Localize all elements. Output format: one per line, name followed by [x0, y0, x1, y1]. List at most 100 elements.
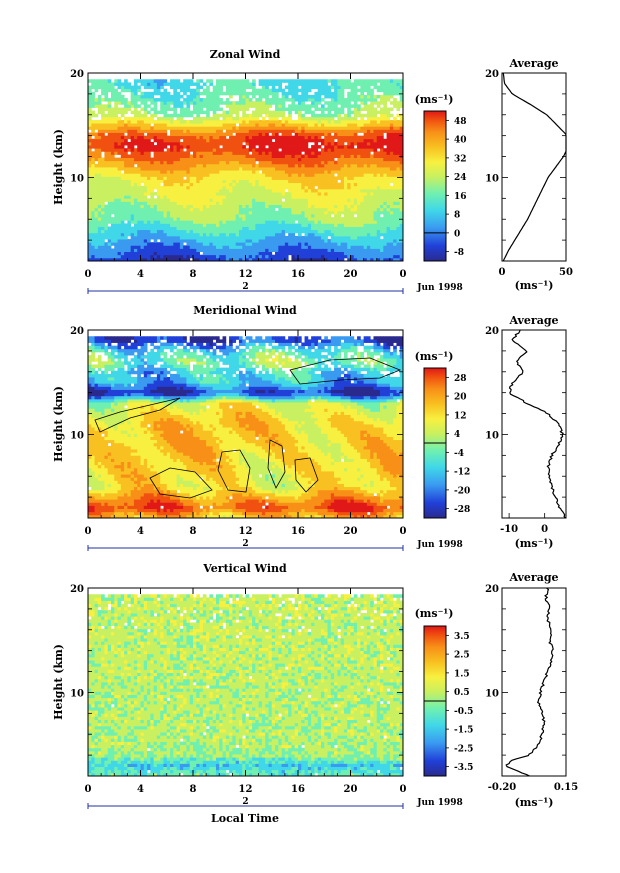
heatmap-cell	[284, 226, 289, 231]
heatmap-cell	[248, 173, 253, 177]
heatmap-cell	[206, 148, 210, 152]
heatmap-cell	[255, 217, 260, 221]
heatmap-cell	[153, 235, 158, 240]
heatmap-cell	[140, 220, 145, 224]
heatmap-cell	[163, 113, 168, 118]
heatmap-cell	[170, 135, 174, 140]
heatmap-cell	[301, 126, 305, 130]
heatmap-cell	[143, 123, 148, 127]
heatmap-cell	[202, 151, 207, 155]
heatmap-cell	[304, 104, 309, 108]
heatmap-cell	[265, 101, 269, 105]
heatmap-cell	[383, 235, 387, 240]
heatmap-cell	[314, 116, 319, 121]
heatmap-cell	[334, 226, 338, 231]
heatmap-cell	[238, 141, 243, 146]
heatmap-cell	[137, 201, 141, 205]
heatmap-cell	[330, 107, 335, 111]
heatmap-cell	[107, 167, 112, 171]
heatmap-cell	[229, 179, 233, 184]
heatmap-cell	[281, 88, 286, 93]
heatmap-cell	[215, 201, 220, 205]
heatmap-cell	[271, 201, 276, 205]
heatmap-cell	[304, 226, 309, 231]
heatmap-cell	[133, 151, 138, 155]
heatmap-cell	[166, 176, 171, 180]
heatmap-cell	[189, 132, 194, 137]
heatmap-cell	[291, 185, 296, 190]
heatmap-cell	[304, 160, 309, 165]
heatmap-cell	[370, 135, 374, 140]
heatmap-cell	[258, 107, 263, 111]
heatmap-cell	[291, 176, 296, 180]
heatmap-cell	[252, 229, 256, 234]
heatmap-cell	[291, 198, 296, 202]
heatmap-cell	[160, 138, 164, 143]
heatmap-cell	[91, 220, 95, 224]
heatmap-cell	[242, 242, 246, 246]
heatmap-cell	[124, 207, 128, 212]
heatmap-cell	[294, 201, 299, 205]
heatmap-cell	[147, 185, 151, 190]
heatmap-cell	[232, 160, 237, 165]
heatmap-cell	[317, 188, 322, 193]
heatmap-cell	[117, 94, 122, 99]
heatmap-cell	[347, 98, 351, 102]
heatmap-cell	[176, 220, 181, 224]
heatmap-cell	[281, 182, 286, 187]
heatmap-cell	[88, 223, 92, 227]
heatmap-cell	[311, 210, 315, 215]
heatmap-cell	[396, 154, 401, 158]
heatmap-cell	[261, 141, 266, 146]
heatmap-cell	[252, 204, 256, 209]
heatmap-cell	[140, 185, 145, 190]
heatmap-cell	[163, 94, 168, 99]
heatmap-cell	[196, 207, 200, 212]
heatmap-cell	[330, 123, 335, 127]
heatmap-cell	[350, 176, 355, 180]
heatmap-cell	[294, 254, 299, 259]
heatmap-cell	[271, 98, 276, 102]
heatmap-cell	[147, 226, 151, 231]
heatmap-cell	[271, 223, 276, 227]
heatmap-cell	[143, 107, 148, 111]
heatmap-cell	[91, 176, 95, 180]
heatmap-cell	[147, 173, 151, 177]
heatmap-cell	[183, 113, 187, 118]
heatmap-cell	[268, 110, 273, 115]
heatmap-cell	[389, 135, 394, 140]
heatmap-cell	[307, 123, 312, 127]
heatmap-cell	[389, 229, 394, 234]
heatmap-cell	[363, 129, 368, 133]
heatmap-cell	[101, 163, 105, 168]
heatmap-cell	[294, 110, 299, 115]
heatmap-cell	[94, 123, 99, 127]
heatmap-cell	[107, 207, 112, 212]
heatmap-cell	[252, 123, 256, 127]
heatmap-cell	[199, 116, 204, 121]
heatmap-cell	[330, 185, 335, 190]
heatmap-cell	[294, 132, 299, 137]
heatmap-cell	[101, 113, 105, 118]
heatmap-cell	[91, 129, 95, 133]
heatmap-cell	[350, 141, 355, 146]
heatmap-cell	[304, 91, 309, 96]
heatmap-cell	[288, 188, 292, 193]
heatmap-cell	[357, 198, 361, 202]
heatmap-cell	[97, 248, 102, 252]
heatmap-cell	[314, 257, 319, 262]
heatmap-cell	[258, 135, 263, 140]
heatmap-cell	[107, 198, 112, 202]
heatmap-cell	[350, 223, 355, 227]
heatmap-cell	[166, 229, 171, 234]
heatmap-cell	[209, 126, 214, 130]
heatmap-cell	[238, 135, 243, 140]
heatmap-cell	[261, 173, 266, 177]
heatmap-cell	[189, 160, 194, 165]
heatmap-cell	[186, 176, 191, 180]
heatmap-cell	[238, 251, 243, 256]
heatmap-cell	[284, 254, 289, 259]
heatmap-cell	[97, 151, 102, 155]
heatmap-cell	[163, 201, 168, 205]
heatmap-cell	[288, 220, 292, 224]
